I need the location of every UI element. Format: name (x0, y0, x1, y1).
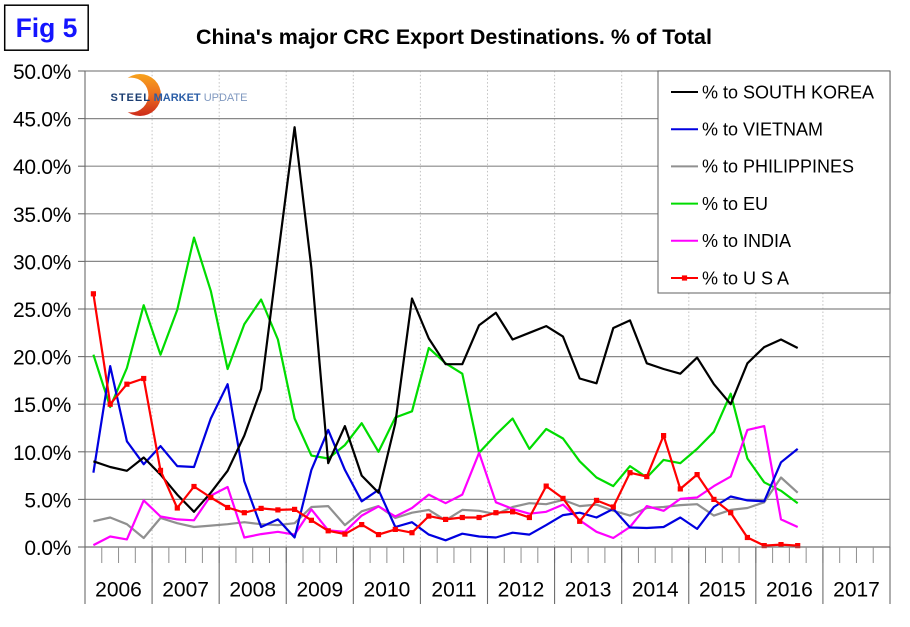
svg-text:MARKET: MARKET (154, 92, 201, 104)
svg-text:UPDATE: UPDATE (204, 92, 248, 104)
svg-text:2015: 2015 (699, 579, 746, 602)
svg-text:% to INDIA: % to INDIA (702, 231, 791, 251)
svg-text:15.0%: 15.0% (13, 394, 71, 417)
svg-text:25.0%: 25.0% (13, 299, 71, 322)
svg-text:30.0%: 30.0% (13, 251, 71, 274)
svg-text:2017: 2017 (833, 579, 880, 602)
svg-text:2013: 2013 (565, 579, 612, 602)
svg-text:40.0%: 40.0% (13, 156, 71, 179)
svg-text:0.0%: 0.0% (24, 537, 71, 560)
svg-text:Fig 5: Fig 5 (16, 13, 78, 43)
svg-text:20.0%: 20.0% (13, 347, 71, 370)
svg-text:% to PHILIPPINES: % to PHILIPPINES (702, 157, 854, 177)
svg-text:2009: 2009 (296, 579, 343, 602)
svg-text:% to U S A: % to U S A (702, 268, 789, 288)
svg-text:2006: 2006 (95, 579, 142, 602)
svg-text:35.0%: 35.0% (13, 204, 71, 227)
svg-text:2011: 2011 (431, 579, 476, 602)
svg-text:45.0%: 45.0% (13, 109, 71, 132)
svg-text:% to EU: % to EU (702, 194, 768, 214)
svg-text:5.0%: 5.0% (24, 489, 71, 512)
svg-text:50.0%: 50.0% (13, 61, 71, 84)
svg-text:2012: 2012 (498, 579, 545, 602)
svg-text:2008: 2008 (229, 579, 276, 602)
svg-text:2014: 2014 (632, 579, 679, 602)
svg-text:STEEL: STEEL (111, 92, 151, 104)
svg-text:% to SOUTH KOREA: % to SOUTH KOREA (702, 82, 874, 102)
svg-text:% to VIETNAM: % to VIETNAM (702, 120, 823, 140)
svg-text:2010: 2010 (364, 579, 411, 602)
svg-text:China's major CRC Export Desti: China's major CRC Export Destinations. %… (196, 25, 712, 49)
svg-text:10.0%: 10.0% (13, 442, 71, 465)
svg-text:2016: 2016 (766, 579, 813, 602)
svg-text:2007: 2007 (162, 579, 209, 602)
